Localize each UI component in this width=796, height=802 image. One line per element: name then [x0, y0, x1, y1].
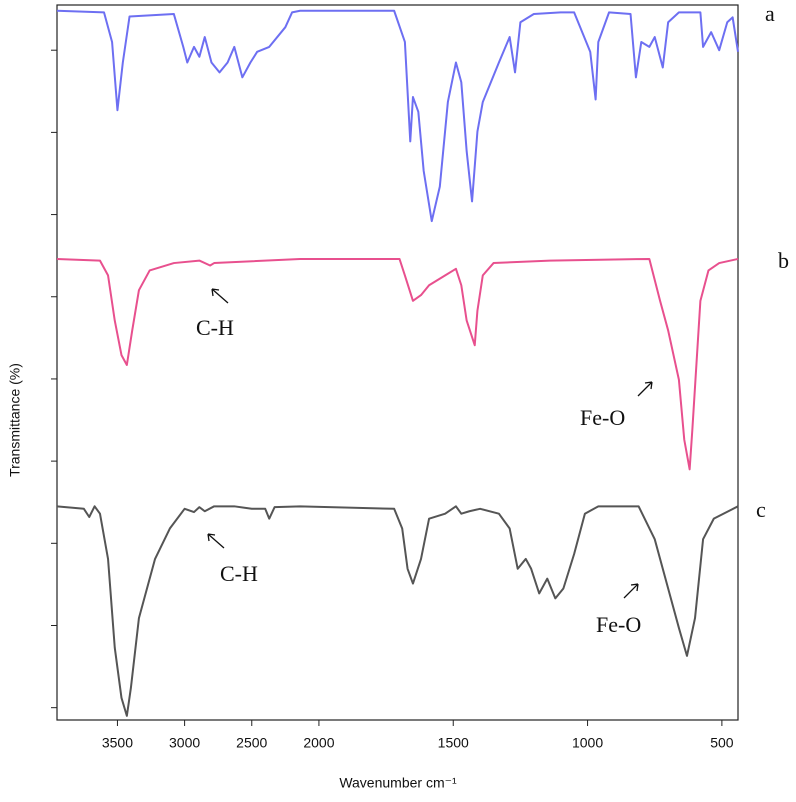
x-tick-label: 3000 — [169, 735, 200, 751]
arrow — [211, 288, 229, 304]
plot-frame — [56, 4, 739, 721]
arrow — [623, 583, 639, 599]
arrow — [637, 381, 653, 397]
series-label: a — [765, 1, 775, 26]
spectrum-line — [56, 505, 739, 717]
x-tick-label: 1500 — [438, 735, 469, 751]
spectrum-line — [56, 9, 739, 223]
x-tick-label: 500 — [710, 735, 734, 751]
y-axis-title: Transmittance (%) — [7, 363, 23, 477]
x-tick-label: 1000 — [572, 735, 603, 751]
annotation: Fe-O — [596, 612, 641, 637]
x-tick-label: 2000 — [303, 735, 334, 751]
annotation-arrows — [207, 288, 653, 599]
x-tick-label: 2500 — [236, 735, 267, 751]
annotation: C-H — [220, 561, 258, 586]
annotation: Fe-O — [580, 405, 625, 430]
annotation: C-H — [196, 315, 234, 340]
x-tick-label: 3500 — [102, 735, 133, 751]
series-label: b — [778, 248, 789, 273]
arrow — [207, 533, 225, 549]
spectrum-line — [56, 257, 739, 471]
series-label: c — [756, 497, 766, 522]
x-axis-title: Wavenumber cm⁻¹ — [339, 775, 457, 791]
